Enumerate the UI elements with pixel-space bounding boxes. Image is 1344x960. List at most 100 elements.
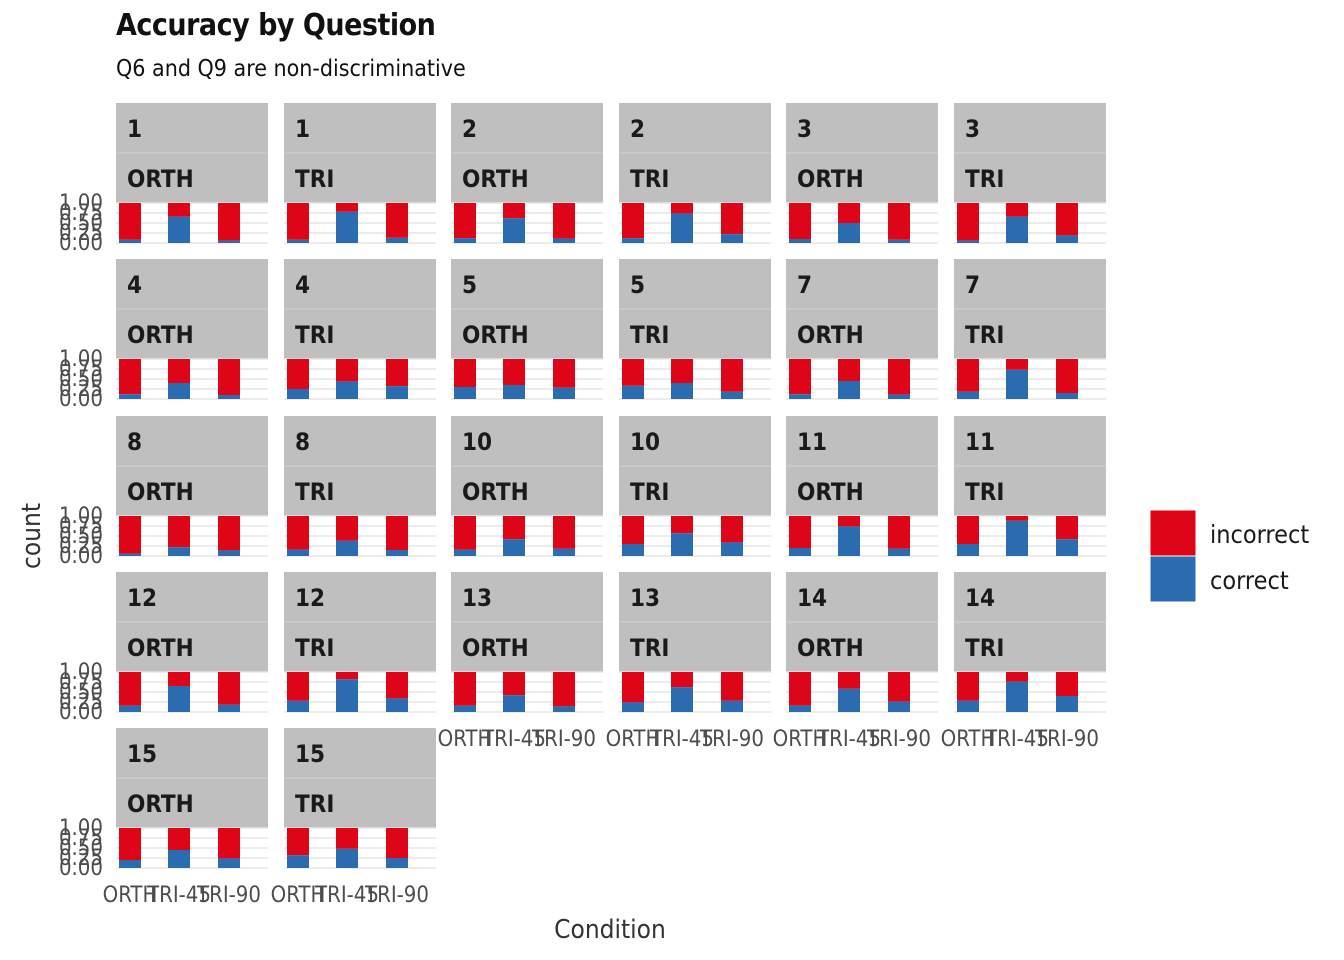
legend-label-incorrect: incorrect — [1210, 520, 1309, 549]
facet-label-shape: TRI — [965, 634, 1004, 662]
bar-incorrect — [218, 203, 240, 241]
bar-incorrect — [671, 359, 693, 383]
y-tick-label: 0.50 — [59, 524, 103, 549]
bar-correct — [503, 385, 525, 399]
bar-incorrect — [838, 672, 860, 689]
facet-label-question: 12 — [127, 584, 157, 612]
facet-label-question: 4 — [295, 271, 310, 299]
bar-incorrect — [553, 672, 575, 707]
facet-label-shape: ORTH — [127, 165, 194, 193]
facet-label-question: 7 — [965, 271, 980, 299]
facet-label-shape: TRI — [630, 478, 669, 506]
facet-label-shape: ORTH — [127, 634, 194, 662]
facet-label-question: 1 — [295, 115, 310, 143]
x-tick-label: ORTH — [438, 727, 493, 752]
facet-label-shape: TRI — [295, 634, 334, 662]
bar-incorrect — [957, 359, 979, 392]
chart-subtitle: Q6 and Q9 are non-discriminative — [116, 56, 466, 82]
bar-correct — [671, 383, 693, 399]
x-tick-label: TRI-90 — [699, 727, 764, 752]
facet-label-question: 14 — [797, 584, 827, 612]
facet-label-shape: ORTH — [127, 478, 194, 506]
facet-label-question: 13 — [630, 584, 660, 612]
bar-correct — [218, 550, 240, 556]
bar-incorrect — [1006, 359, 1028, 370]
facet-label-shape: TRI — [965, 165, 1004, 193]
facet-label-shape: ORTH — [797, 634, 864, 662]
bar-incorrect — [386, 516, 408, 550]
bar-incorrect — [119, 672, 141, 706]
bar-correct — [336, 211, 358, 243]
bar-correct — [888, 239, 910, 243]
bar-incorrect — [671, 203, 693, 214]
facet-label-shape: TRI — [630, 321, 669, 349]
bar-incorrect — [336, 672, 358, 680]
bar-incorrect — [1006, 203, 1028, 217]
bar-incorrect — [789, 516, 811, 548]
bar-correct — [386, 698, 408, 712]
bar-correct — [287, 389, 309, 399]
y-tick-label: 1.00 — [59, 191, 103, 216]
facet-label-question: 15 — [295, 740, 325, 768]
bar-incorrect — [957, 203, 979, 241]
facet-label-question: 7 — [797, 271, 812, 299]
bar-incorrect — [789, 672, 811, 706]
bar-incorrect — [503, 203, 525, 219]
bar-incorrect — [168, 672, 190, 686]
bar-incorrect — [1056, 516, 1078, 540]
bar-incorrect — [168, 359, 190, 383]
legend-label-correct: correct — [1210, 566, 1289, 595]
bar-incorrect — [287, 359, 309, 389]
bar-correct — [671, 533, 693, 556]
facet-label-shape: ORTH — [462, 634, 529, 662]
bar-correct — [957, 391, 979, 399]
bar-correct — [1006, 681, 1028, 712]
x-tick-label: ORTH — [271, 883, 326, 908]
y-tick-label: 0.75 — [59, 357, 103, 382]
facet-label-question: 13 — [462, 584, 492, 612]
facet-label-shape: TRI — [295, 165, 334, 193]
bar-correct — [119, 705, 141, 712]
x-tick-label: TRI-90 — [1034, 727, 1099, 752]
y-tick-label: 0.75 — [59, 201, 103, 226]
bar-incorrect — [454, 203, 476, 239]
bar-incorrect — [622, 359, 644, 386]
bar-incorrect — [336, 359, 358, 382]
x-tick-label: TRI-45 — [984, 727, 1049, 752]
bar-incorrect — [336, 203, 358, 212]
bar-correct — [888, 548, 910, 556]
bar-correct — [1056, 539, 1078, 556]
bar-correct — [622, 385, 644, 399]
y-tick-label: 0.25 — [59, 690, 103, 715]
bar-incorrect — [838, 359, 860, 381]
bar-correct — [336, 848, 358, 868]
bar-correct — [553, 387, 575, 399]
bar-correct — [1006, 369, 1028, 399]
bar-correct — [957, 240, 979, 243]
facet-label-shape: TRI — [965, 321, 1004, 349]
y-tick-label: 0.50 — [59, 836, 103, 861]
x-tick-label: TRI-45 — [146, 883, 211, 908]
facet-label-question: 8 — [295, 428, 310, 456]
bar-incorrect — [789, 203, 811, 239]
bar-correct — [454, 549, 476, 556]
bar-correct — [386, 386, 408, 399]
facet-label-shape: ORTH — [127, 321, 194, 349]
bar-incorrect — [838, 516, 860, 527]
bar-incorrect — [721, 516, 743, 543]
bar-incorrect — [888, 203, 910, 240]
facet-label-question: 10 — [462, 428, 492, 456]
y-tick-label: 0.25 — [59, 221, 103, 246]
facet-label-question: 2 — [630, 115, 645, 143]
bar-incorrect — [1056, 672, 1078, 696]
bar-correct — [1056, 393, 1078, 399]
y-tick-label: 0.25 — [59, 846, 103, 871]
facet-label-shape: TRI — [630, 634, 669, 662]
x-tick-label: TRI-90 — [196, 883, 261, 908]
facet-label-question: 3 — [797, 115, 812, 143]
bar-correct — [503, 539, 525, 556]
bar-incorrect — [1006, 672, 1028, 682]
y-tick-label: 0.00 — [59, 544, 103, 569]
bar-incorrect — [218, 828, 240, 859]
bar-incorrect — [454, 672, 476, 706]
